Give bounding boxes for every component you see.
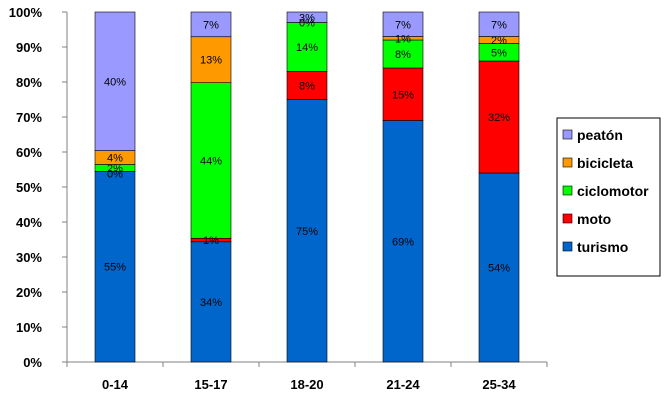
data-label: 2%: [491, 35, 507, 47]
data-label: 0%: [299, 18, 315, 30]
bar-segment-moto: [382, 67, 424, 121]
legend-swatch-ciclomotor: [562, 185, 573, 196]
y-tick-label: 10%: [16, 320, 42, 335]
data-label: 4%: [107, 153, 123, 165]
data-label: 3%: [299, 12, 315, 24]
data-label: 54%: [488, 263, 510, 275]
data-label: 5%: [491, 47, 507, 59]
bar-segment-moto: [478, 60, 520, 174]
legend-label-moto: moto: [577, 211, 611, 227]
data-label: 1%: [395, 33, 411, 45]
bars: [94, 11, 520, 363]
data-label: 69%: [392, 236, 414, 248]
bar-segment-ciclomotor: [286, 22, 328, 72]
legend: peatón bicicleta ciclomotor moto turismo: [556, 117, 661, 277]
bar-segment-peatón: [478, 11, 520, 37]
data-label: 8%: [299, 81, 315, 93]
y-tick-label: 60%: [16, 145, 42, 160]
data-label: 8%: [395, 49, 411, 61]
bar-segment-ciclomotor: [190, 82, 232, 239]
data-label: 7%: [203, 19, 219, 31]
data-label: 7%: [491, 19, 507, 31]
data-label: 15%: [392, 89, 414, 101]
legend-swatch-bicicleta: [562, 157, 573, 168]
legend-swatch-moto: [562, 213, 573, 224]
legend-swatch-peatón: [562, 129, 573, 140]
bar-segment-turismo: [286, 99, 328, 363]
data-label: 55%: [104, 262, 126, 274]
bar-segment-peatón: [94, 11, 136, 151]
y-tick-label: 50%: [16, 180, 42, 195]
y-axis: 0% 10% 20% 30% 40% 50% 60% 70% 80% 90% 100%: [9, 5, 68, 370]
bar-segment-moto: [286, 71, 328, 100]
data-label: 44%: [200, 155, 222, 167]
y-tick-label: 40%: [16, 215, 42, 230]
bar-segment-peatón: [286, 11, 328, 23]
data-label: 13%: [200, 55, 222, 67]
data-label: 75%: [296, 226, 318, 238]
y-tick-label: 80%: [16, 75, 42, 90]
legend-box: [556, 117, 661, 277]
x-tick-label: 18-20: [290, 377, 323, 392]
legend-label-bicicleta: bicicleta: [577, 155, 633, 171]
bar-segment-turismo: [478, 172, 520, 363]
legend-swatch-turismo: [562, 241, 573, 252]
legend-label-peatón: peatón: [577, 127, 623, 143]
y-tick-label: 70%: [16, 110, 42, 125]
bar-segment-bicicleta: [190, 36, 232, 84]
y-tick-label: 20%: [16, 285, 42, 300]
x-tick-label: 0-14: [102, 377, 129, 392]
legend-label-ciclomotor: ciclomotor: [577, 183, 649, 199]
bar-segment-peatón: [382, 11, 424, 37]
bar-segment-turismo: [382, 120, 424, 363]
y-tick-label: 0%: [23, 355, 42, 370]
legend-label-turismo: turismo: [577, 239, 628, 255]
x-tick-label: 25-34: [482, 377, 516, 392]
x-axis: 0-14 15-17 18-20 21-24 25-34: [66, 361, 548, 392]
data-label: 34%: [200, 297, 222, 309]
data-label: 1%: [203, 235, 219, 247]
x-tick-label: 15-17: [194, 377, 227, 392]
y-tick-label: 90%: [16, 40, 42, 55]
bar-segment-ciclomotor: [382, 39, 424, 69]
data-label: 7%: [395, 19, 411, 31]
data-label: 0%: [107, 168, 123, 180]
y-tick-label: 30%: [16, 250, 42, 265]
data-label: 32%: [488, 112, 510, 124]
bar-segment-peatón: [190, 11, 232, 38]
data-label: 40%: [104, 76, 126, 88]
y-tick-label: 100%: [9, 5, 43, 20]
x-tick-label: 21-24: [386, 377, 420, 392]
data-labels: 55%2%4%40%34%1%44%13%7%75%8%14%0%3%69%15…: [104, 12, 510, 309]
bar-segment-turismo: [190, 241, 232, 363]
data-label: 14%: [296, 42, 318, 54]
data-label: 2%: [107, 163, 123, 175]
